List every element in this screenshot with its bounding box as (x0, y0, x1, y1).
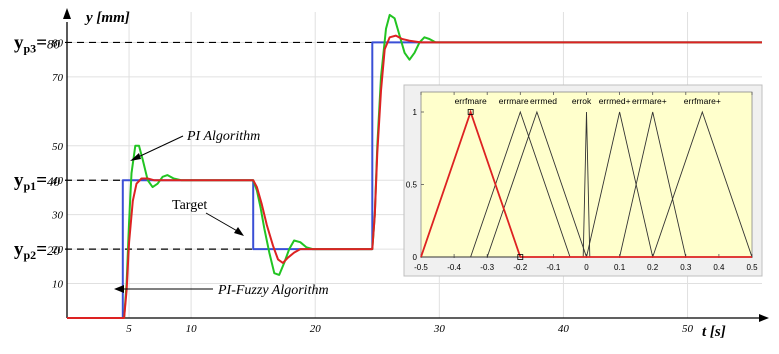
y-tick-label: 20 (52, 244, 64, 256)
reference-label-sub: p2 (24, 248, 37, 262)
inset-x-tick-label: -0.1 (547, 263, 561, 272)
y-tick-label: 50 (52, 141, 64, 153)
mf-label: errmed (530, 96, 557, 106)
mf-end-marker (517, 254, 524, 260)
pi-arrow (135, 135, 184, 159)
mf-label: errok (572, 96, 592, 106)
mf-label: errmed+ (599, 96, 631, 106)
mf-label: errmare (499, 96, 529, 106)
fuzzy-arrowhead (114, 285, 124, 293)
inset-x-tick-label: -0.5 (414, 263, 428, 272)
x-axis-label: t [s] (702, 324, 726, 340)
x-tick-label: 5 (126, 323, 132, 335)
mf-label: errfmare+ (684, 96, 721, 106)
reference-label-eq: = (36, 239, 47, 260)
mf-peak-marker (467, 109, 474, 115)
series-line (67, 41, 762, 319)
inset-x-tick-label: 0.4 (713, 263, 725, 272)
inset-x-tick-label: 0.3 (680, 263, 692, 272)
x-tick-label: 40 (558, 323, 570, 335)
inset-x-tick-label: 0 (584, 263, 589, 272)
reference-label-main: y (14, 239, 24, 260)
reference-label-sub: p3 (24, 41, 37, 55)
x-tick-label: 50 (682, 323, 694, 335)
reference-label-eq: = (36, 170, 47, 191)
membership-function (470, 110, 571, 258)
membership-function (619, 111, 687, 258)
y-tick-label: 30 (51, 210, 64, 222)
reference-level-label: yp3= 80 (14, 32, 61, 55)
inset-y-tick-label: 1 (413, 108, 418, 117)
x-tick-label: 30 (433, 323, 446, 335)
membership-inset: errfmare errmare errmed errok errmed+ errmare… (403, 84, 763, 277)
series-line (67, 34, 762, 319)
membership-function (420, 109, 522, 258)
reference-label-eq: = (36, 32, 47, 53)
series-lines (67, 13, 762, 319)
reference-label-sub: p1 (24, 179, 37, 193)
fuzzy-annotation: PI-Fuzzy Algorithm (217, 283, 329, 298)
reference-label-value: 80 (47, 36, 61, 51)
reference-level-label: yp2= 20 (14, 239, 61, 262)
axes (63, 8, 769, 322)
inset-y-tick-label: 0 (413, 253, 418, 262)
y-tick-label: 70 (52, 72, 64, 84)
inset-x-tick-label: -0.4 (447, 263, 461, 272)
y-tick-label: 10 (52, 279, 64, 291)
y-tick-label: 80 (52, 37, 64, 49)
annotations: PI Algorithm Target PI-Fuzzy Algorithm (114, 129, 329, 298)
x-tick-label: 10 (186, 323, 198, 335)
x-tick-label: 20 (310, 323, 322, 335)
x-axis-arrow (759, 314, 769, 322)
reference-level-label: yp1= 40 (14, 170, 61, 193)
reference-label-main: y (14, 32, 24, 53)
y-axis-arrow (63, 8, 71, 19)
mf-label: errmare+ (632, 96, 667, 106)
inset-x-tick-label: -0.3 (480, 263, 494, 272)
series-line (67, 13, 762, 319)
inset-mf-labels: errfmare errmare errmed errok errmed+ errmare… (455, 96, 721, 106)
inset-y-tick-labels: 00.51 (406, 108, 418, 262)
x-tick-labels: 5 10 20 30 40 50 (126, 323, 693, 335)
membership-function (586, 111, 654, 258)
target-arrow (205, 212, 240, 233)
y-axis-label: y [mm] (84, 10, 130, 26)
inset-y-tick-label: 0.5 (406, 181, 418, 190)
target-annotation: Target (172, 198, 207, 213)
target-arrowhead (234, 227, 244, 236)
pi-annotation: PI Algorithm (186, 129, 260, 144)
reference-label-value: 40 (47, 174, 61, 189)
reference-label-main: y (14, 170, 24, 191)
inset-x-tick-label: -0.2 (513, 263, 527, 272)
pi-arrowhead (130, 153, 141, 161)
y-tick-label: 40 (52, 175, 64, 187)
inset-membership-functions (420, 109, 753, 260)
membership-function (652, 110, 753, 258)
inset-x-tick-labels: -0.5 -0.4 -0.3 -0.2 -0.1 0 0.1 0.2 0.3 0.4 0.5 (414, 263, 758, 272)
membership-function (582, 111, 591, 258)
reference-label-value: 20 (47, 243, 61, 258)
inset-x-tick-label: 0.2 (647, 263, 659, 272)
inset-x-tick-label: 0.1 (614, 263, 626, 272)
inset-x-tick-label: 0.5 (746, 263, 758, 272)
y-tick-labels: 10 20 30 40 50 70 80 (51, 37, 64, 290)
mf-label: errfmare (455, 96, 487, 106)
